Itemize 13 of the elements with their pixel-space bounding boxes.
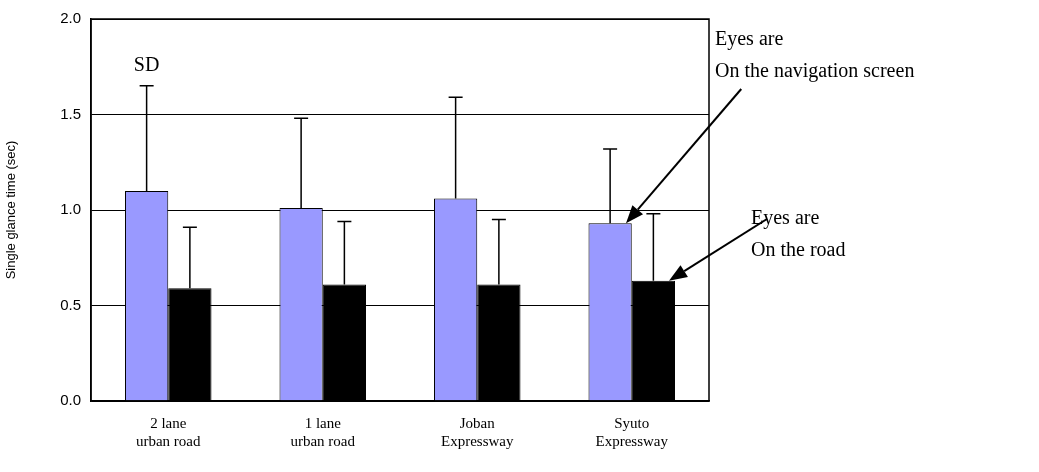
y-tick-label: 0.0 bbox=[60, 391, 81, 409]
y-tick-label: 0.5 bbox=[60, 295, 81, 313]
y-tick-label: 1.0 bbox=[60, 200, 81, 218]
text: Eyes are On the road bbox=[751, 206, 846, 261]
annotation: SD bbox=[133, 53, 160, 76]
x-tick-label: Syuto Expressway bbox=[595, 414, 669, 449]
text: Eyes are On the navigation screen bbox=[715, 27, 915, 83]
x-tick-label: 2 lane urban road bbox=[135, 414, 202, 449]
x-tick-label: Joban Expressway bbox=[441, 414, 514, 449]
x-tick-label: 1 lane urban road bbox=[290, 414, 356, 449]
y-tick-label: 1.5 bbox=[60, 104, 81, 122]
y-axis-title: Single glance time (sec) bbox=[3, 140, 19, 280]
y-tick-label: 2.0 bbox=[60, 9, 81, 27]
